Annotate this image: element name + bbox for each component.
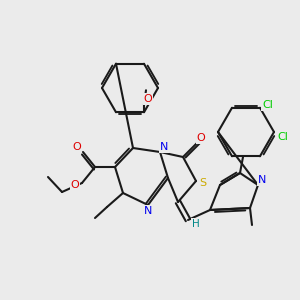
- Text: H: H: [192, 219, 200, 229]
- Text: S: S: [200, 178, 207, 188]
- Text: N: N: [258, 175, 266, 185]
- Text: Cl: Cl: [262, 100, 273, 110]
- Text: N: N: [160, 142, 168, 152]
- Text: O: O: [70, 180, 80, 190]
- Text: O: O: [73, 142, 81, 152]
- Text: N: N: [144, 206, 152, 216]
- Text: O: O: [196, 133, 206, 143]
- Text: Cl: Cl: [278, 132, 288, 142]
- Text: O: O: [144, 94, 152, 104]
